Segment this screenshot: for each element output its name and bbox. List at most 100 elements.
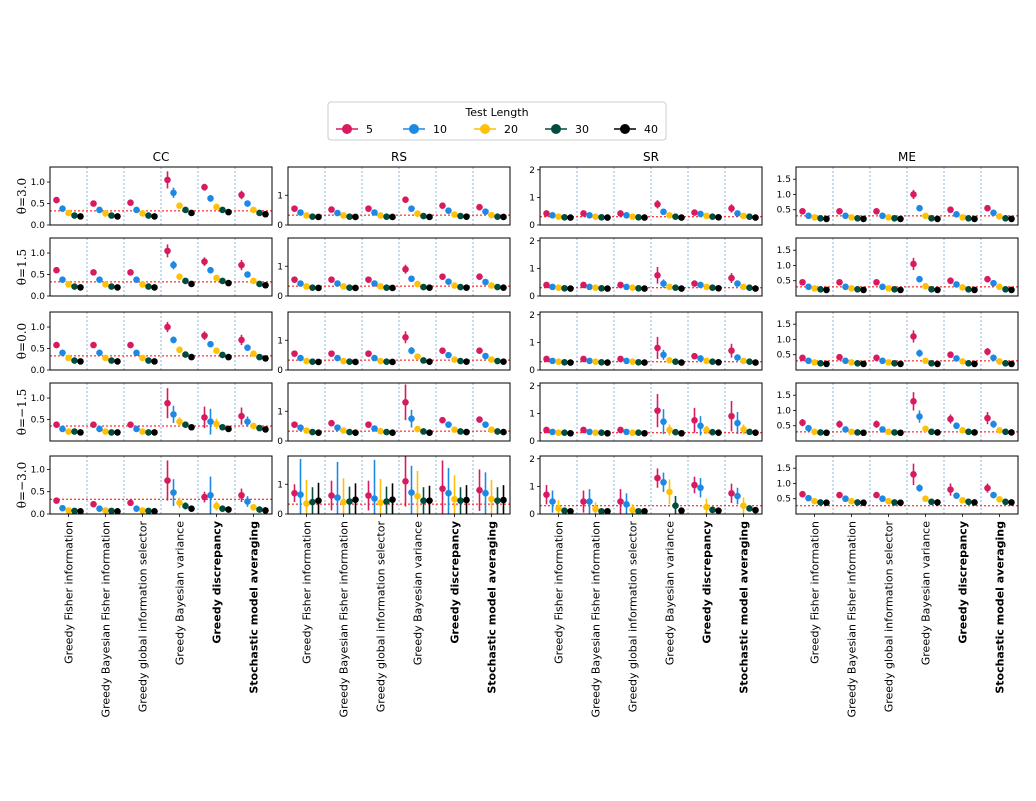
point-20 — [592, 358, 599, 366]
point-20 — [451, 211, 458, 218]
point-5 — [654, 271, 661, 279]
point-40 — [715, 213, 722, 221]
x-category-label: Greedy global information selector — [627, 521, 640, 713]
y-tick-label: 1.0 — [777, 190, 792, 200]
point-10 — [482, 421, 489, 428]
point-40 — [715, 284, 722, 292]
point-5 — [365, 205, 372, 212]
point-20 — [959, 496, 966, 504]
point-30 — [494, 428, 501, 435]
point-40 — [77, 508, 84, 514]
point-10 — [207, 195, 214, 202]
point-10 — [445, 421, 452, 428]
panel-frame — [795, 237, 1019, 297]
point-10 — [586, 428, 593, 436]
point-5 — [691, 352, 698, 360]
point-30 — [256, 353, 263, 361]
point-10 — [207, 266, 214, 274]
point-30 — [457, 212, 464, 220]
point-10 — [549, 283, 556, 291]
point-40 — [823, 215, 830, 223]
point-40 — [352, 496, 359, 504]
point-30 — [672, 502, 679, 510]
point-30 — [709, 358, 716, 366]
point-20 — [377, 212, 384, 219]
point-5 — [654, 407, 661, 414]
point-30 — [746, 428, 753, 436]
y-tick-label: 2 — [529, 455, 535, 465]
point-10 — [297, 424, 304, 431]
x-category-label: Greedy discrepancy — [449, 521, 462, 644]
point-5 — [947, 206, 954, 214]
point-30 — [71, 507, 78, 514]
point-40 — [604, 429, 611, 437]
data-marks — [53, 321, 269, 365]
point-20 — [176, 202, 183, 209]
point-40 — [114, 508, 121, 514]
point-30 — [598, 429, 605, 437]
point-30 — [709, 506, 716, 514]
point-20 — [959, 284, 966, 291]
point-10 — [170, 489, 177, 496]
point-20 — [414, 280, 421, 288]
point-40 — [426, 213, 433, 221]
y-tick-label: 1 — [277, 480, 283, 490]
panel-frame — [287, 166, 511, 226]
point-10 — [133, 505, 140, 512]
y-tick-label: 0.5 — [777, 495, 791, 505]
point-10 — [297, 491, 304, 498]
point-30 — [561, 429, 568, 437]
point-10 — [549, 428, 556, 436]
row-label-4: θ=−3.0 — [15, 462, 29, 508]
point-20 — [65, 354, 72, 362]
point-40 — [567, 429, 574, 437]
point-40 — [463, 358, 470, 365]
point-40 — [389, 213, 396, 221]
point-10 — [879, 357, 886, 365]
point-5 — [836, 353, 843, 361]
point-40 — [188, 209, 195, 217]
point-30 — [854, 359, 861, 367]
point-30 — [346, 284, 353, 291]
point-5 — [617, 498, 624, 505]
point-5 — [90, 341, 97, 349]
point-30 — [256, 424, 263, 432]
point-40 — [641, 507, 648, 514]
point-10 — [133, 425, 140, 433]
column-title-rs: RS — [391, 150, 407, 164]
x-category-label: Greedy Bayesian Fisher information — [846, 521, 859, 717]
point-5 — [90, 269, 97, 276]
point-5 — [617, 281, 624, 289]
point-20 — [176, 273, 183, 280]
point-20 — [996, 427, 1003, 434]
x-category-label: Greedy discrepancy — [211, 521, 224, 644]
point-10 — [59, 276, 66, 283]
point-30 — [746, 358, 753, 366]
point-30 — [145, 212, 152, 219]
point-5 — [873, 491, 880, 499]
data-marks — [543, 200, 759, 221]
point-30 — [494, 213, 501, 220]
point-10 — [170, 336, 177, 344]
point-20 — [176, 346, 183, 354]
point-20 — [922, 357, 929, 365]
point-5 — [402, 265, 409, 273]
y-tick-label: 0 — [277, 292, 283, 302]
point-10 — [549, 498, 556, 505]
point-30 — [561, 284, 568, 292]
data-marks — [799, 257, 1015, 294]
point-5 — [910, 398, 917, 405]
data-marks — [543, 394, 759, 437]
point-20 — [996, 358, 1003, 365]
point-30 — [635, 358, 642, 366]
panel-me-row-2: 0.5 1.0 1.5 — [777, 311, 1019, 371]
point-30 — [219, 505, 226, 512]
point-5 — [291, 421, 298, 428]
point-30 — [457, 283, 464, 291]
point-10 — [549, 212, 556, 219]
x-category-label: Greedy Fisher information — [301, 521, 314, 664]
point-5 — [238, 191, 245, 199]
point-20 — [885, 359, 892, 366]
point-5 — [439, 347, 446, 354]
point-5 — [476, 203, 483, 211]
